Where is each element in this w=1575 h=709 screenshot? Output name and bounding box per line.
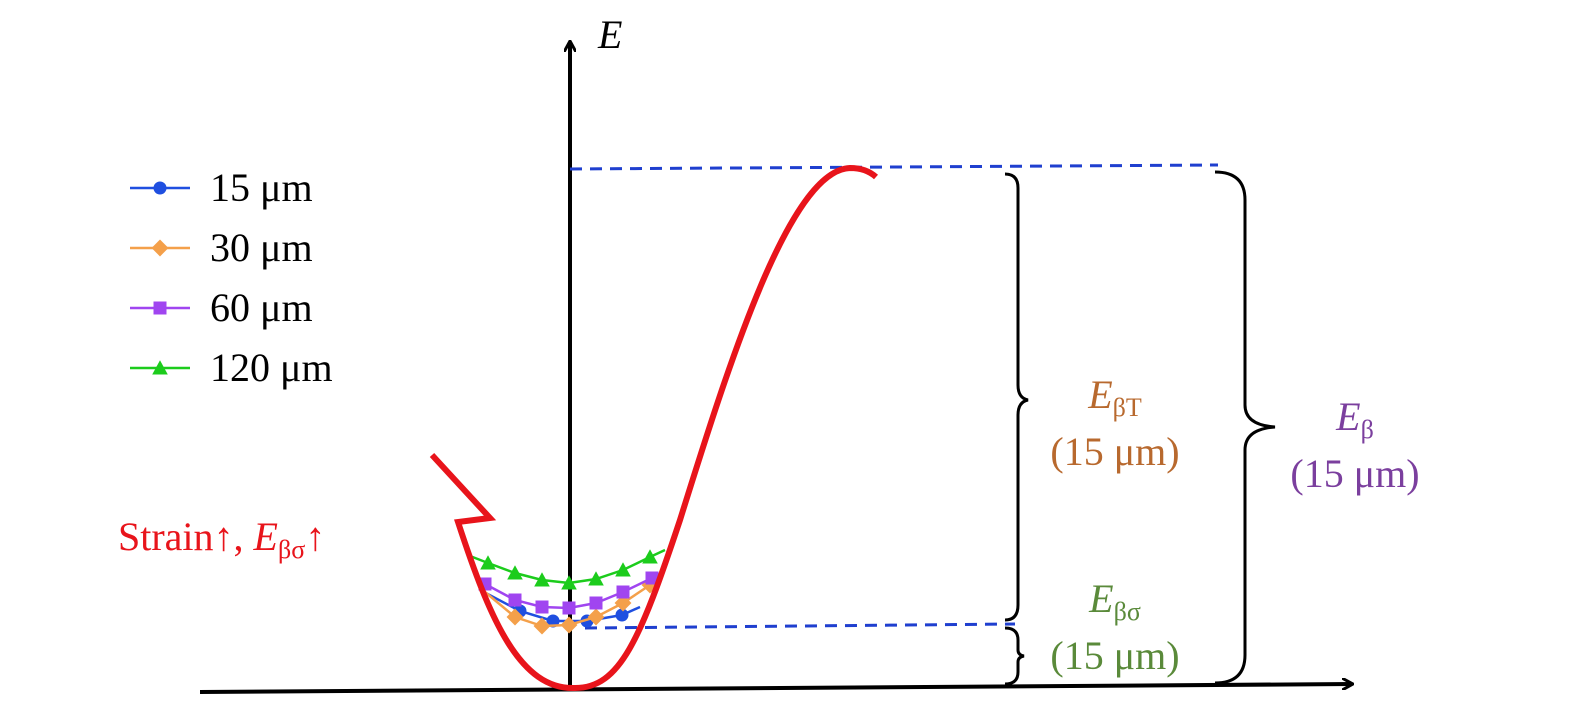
x-axis xyxy=(199,684,1352,694)
level-line xyxy=(584,622,1016,630)
marker xyxy=(615,562,631,577)
y-axis-label: E xyxy=(597,12,622,57)
annotation-symbol: EβT xyxy=(1087,372,1142,422)
marker xyxy=(508,593,522,607)
level-line xyxy=(569,163,1219,171)
brace xyxy=(1214,170,1276,685)
marker xyxy=(587,608,605,626)
marker xyxy=(506,608,524,626)
legend-label: 15 μm xyxy=(210,165,313,210)
marker xyxy=(562,601,576,615)
marker xyxy=(533,617,551,635)
marker xyxy=(153,181,167,195)
marker xyxy=(561,575,577,590)
marker xyxy=(588,571,604,586)
marker xyxy=(616,585,630,599)
marker xyxy=(480,555,496,570)
marker xyxy=(151,239,169,257)
legend-label: 30 μm xyxy=(210,225,313,270)
marker xyxy=(534,572,550,587)
energy-curve xyxy=(429,164,879,692)
marker xyxy=(535,600,549,614)
marker xyxy=(560,616,578,634)
marker xyxy=(589,596,603,610)
annotation-note: (15 μm) xyxy=(1050,633,1179,678)
marker xyxy=(614,594,632,612)
series-group xyxy=(469,548,666,635)
marker xyxy=(642,549,658,564)
legend-label: 60 μm xyxy=(210,285,313,330)
marker xyxy=(645,571,659,585)
brace xyxy=(1004,626,1025,686)
marker xyxy=(153,301,167,315)
legend: 15 μm 30 μm 60 μm 120 μm xyxy=(130,165,333,390)
marker xyxy=(507,565,523,580)
marker xyxy=(152,360,168,375)
strain-note: Strain↑, Eβσ↑ xyxy=(118,514,325,564)
annotation-note: (15 μm) xyxy=(1050,429,1179,474)
marker xyxy=(615,608,629,622)
brace xyxy=(1004,172,1029,622)
annotation-symbol: Eβσ xyxy=(1088,576,1141,626)
legend-label: 120 μm xyxy=(210,345,333,390)
annotation-symbol: Eβ xyxy=(1335,394,1374,444)
annotation-note: (15 μm) xyxy=(1290,451,1419,496)
